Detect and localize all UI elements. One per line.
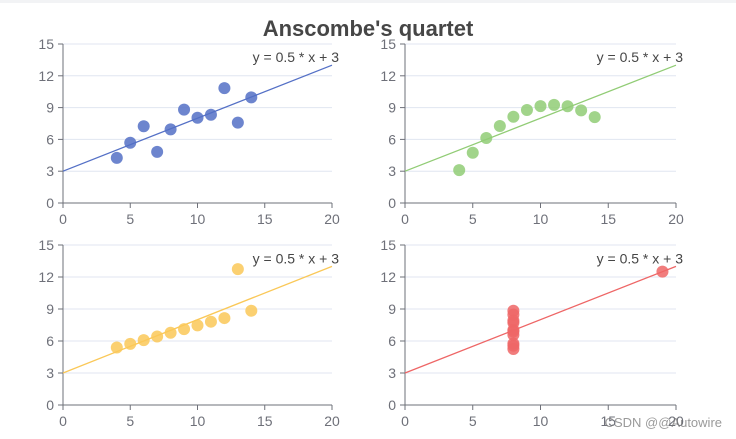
x-tick-label: 20 (324, 413, 340, 429)
y-tick-label: 12 (380, 68, 396, 84)
y-tick-label: 12 (38, 269, 54, 285)
y-tick-label: 6 (388, 333, 396, 349)
regression-line-label: y = 0.5 * x + 3 (597, 250, 684, 266)
x-tick-label: 20 (668, 211, 684, 227)
data-point (245, 304, 258, 317)
regression-line-label: y = 0.5 * x + 3 (597, 49, 684, 65)
data-point (164, 123, 177, 136)
data-point (204, 108, 217, 121)
x-tick-label: 0 (401, 211, 409, 227)
y-tick-label: 6 (46, 131, 54, 147)
data-point (164, 326, 177, 339)
data-point (245, 91, 258, 104)
data-point (548, 98, 561, 111)
x-tick-label: 15 (257, 211, 273, 227)
y-tick-label: 9 (46, 100, 54, 116)
data-point (110, 341, 123, 354)
data-point (124, 337, 137, 350)
x-tick-label: 20 (668, 413, 684, 429)
x-tick-label: 15 (600, 413, 616, 429)
data-point (575, 104, 588, 117)
data-point (204, 315, 217, 328)
data-point (137, 120, 150, 133)
regression-line (404, 64, 677, 172)
regression-line-label: y = 0.5 * x + 3 (253, 49, 340, 65)
data-point (231, 116, 244, 129)
data-point (218, 82, 231, 95)
x-tick-label: 15 (600, 211, 616, 227)
data-point (178, 323, 191, 336)
data-point (151, 330, 164, 343)
x-tick-label: 5 (126, 211, 134, 227)
data-point (151, 145, 164, 158)
y-tick-label: 12 (38, 68, 54, 84)
y-tick-label: 15 (380, 237, 396, 253)
data-point (507, 314, 520, 327)
data-point (191, 319, 204, 332)
data-point (588, 111, 601, 124)
y-tick-label: 0 (46, 397, 54, 413)
y-tick-label: 0 (388, 397, 396, 413)
y-tick-label: 15 (38, 36, 54, 52)
y-tick-label: 9 (388, 100, 396, 116)
y-tick-label: 6 (388, 131, 396, 147)
x-tick-label: 10 (533, 413, 549, 429)
chart-title: Anscombe's quartet (262, 16, 474, 41)
y-tick-label: 9 (388, 301, 396, 317)
data-point (507, 325, 520, 338)
x-tick-label: 5 (469, 211, 477, 227)
y-tick-label: 12 (380, 269, 396, 285)
data-point (453, 164, 466, 177)
data-point (507, 110, 520, 123)
scatter-panel-1: 0 3 6 9 12 15 0 5 10 15 20 y = 0.5 * x + 3 (38, 36, 340, 227)
x-tick-label: 0 (401, 413, 409, 429)
y-tick-label: 0 (388, 195, 396, 211)
y-tick-label: 3 (46, 365, 54, 381)
data-point (231, 263, 244, 276)
data-point (534, 100, 547, 113)
x-tick-label: 0 (59, 413, 67, 429)
x-tick-label: 10 (190, 413, 206, 429)
data-point (466, 146, 479, 159)
data-point (656, 265, 669, 278)
x-tick-label: 5 (126, 413, 134, 429)
x-tick-label: 10 (533, 211, 549, 227)
scatter-panel-4: 0 3 6 9 12 15 0 5 10 15 20 y = 0.5 * x + 3 (380, 237, 684, 429)
y-tick-label: 0 (46, 195, 54, 211)
data-point (520, 104, 533, 117)
scatter-panel-2: 0 3 6 9 12 15 0 5 10 15 20 y = 0.5 * x + 3 (380, 36, 684, 227)
data-point (124, 136, 137, 149)
y-tick-label: 3 (388, 163, 396, 179)
y-tick-label: 6 (46, 333, 54, 349)
y-tick-label: 3 (46, 163, 54, 179)
watermark: CSDN @@Autowire (604, 415, 722, 430)
data-point (218, 312, 231, 325)
x-tick-label: 10 (190, 211, 206, 227)
y-tick-label: 3 (388, 365, 396, 381)
x-tick-label: 5 (469, 413, 477, 429)
data-point (493, 120, 506, 133)
top-strip (0, 0, 736, 3)
data-point (110, 151, 123, 164)
data-point (480, 132, 493, 145)
data-point (191, 111, 204, 124)
regression-line (404, 265, 677, 374)
data-point (137, 334, 150, 347)
y-tick-label: 15 (38, 237, 54, 253)
regression-line-label: y = 0.5 * x + 3 (253, 250, 340, 266)
x-tick-label: 20 (324, 211, 340, 227)
data-point (178, 103, 191, 116)
scatter-panel-3: 0 3 6 9 12 15 0 5 10 15 20 y = 0.5 * x + 3 (38, 237, 340, 429)
data-point (507, 339, 520, 352)
y-tick-label: 15 (380, 36, 396, 52)
y-tick-label: 9 (46, 301, 54, 317)
x-tick-label: 0 (59, 211, 67, 227)
x-tick-label: 15 (257, 413, 273, 429)
data-point (561, 100, 574, 113)
